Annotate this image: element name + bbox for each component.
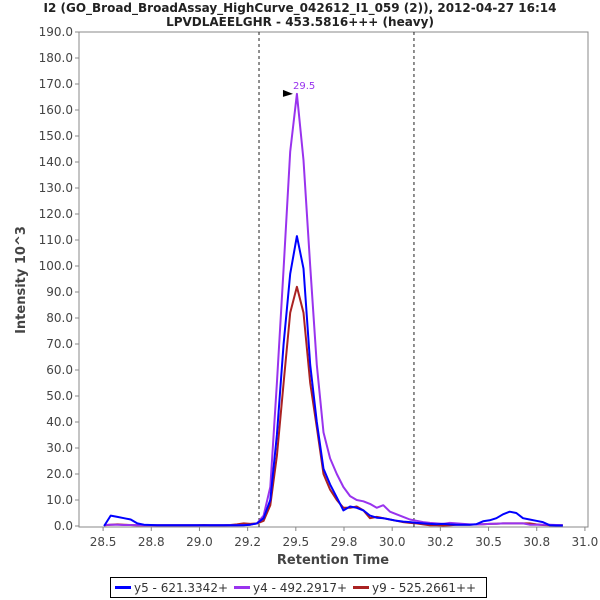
legend-item: y4 - 492.2917+ [234,581,347,595]
y-axis-label: Intensity 10^3 [14,226,29,334]
x-tick-label: 29.8 [331,535,358,549]
legend-swatch [115,586,131,589]
legend-label: y9 - 525.2661++ [372,580,477,595]
y-tick-label: 80.0 [46,311,73,325]
legend-label: y4 - 492.2917+ [253,580,348,595]
x-tick-label: 29.0 [186,535,213,549]
y-tick-label: 60.0 [46,363,73,377]
x-tick-label: 30.0 [379,535,406,549]
y-tick-label: 170.0 [39,77,73,91]
y-tick-label: 40.0 [46,415,73,429]
x-tick-label: 28.8 [138,535,165,549]
y-tick-label: 90.0 [46,285,73,299]
y-tick-label: 0.0 [54,519,73,533]
series-line-y5 [103,235,563,527]
y-tick-label: 160.0 [39,103,73,117]
legend-item: y5 - 621.3342+ [115,581,228,595]
x-tick-label: 31.0 [572,535,599,549]
y-tick-label: 130.0 [39,181,73,195]
x-tick-label: 29.5 [282,535,309,549]
y-tick-label: 180.0 [39,51,73,65]
x-tick-label: 30.2 [427,535,454,549]
plot-frame [78,31,589,528]
x-axis-label: Retention Time [277,553,389,568]
y-tick-label: 140.0 [39,155,73,169]
legend-label: y5 - 621.3342+ [134,580,229,595]
y-tick-label: 120.0 [39,207,73,221]
y-tick-label: 20.0 [46,467,73,481]
legend-item: y9 - 525.2661++ [353,581,476,595]
y-tick-label: 70.0 [46,337,73,351]
y-tick-label: 50.0 [46,389,73,403]
legend-swatch [234,586,251,589]
y-tick-label: 100.0 [39,259,73,273]
chart-title: I2 (GO_Broad_BroadAssay_HighCurve_042612… [43,1,557,15]
y-tick-label: 150.0 [39,129,73,143]
chart-subtitle: LPVDLAEELGHR - 453.5816+++ (heavy) [166,15,434,29]
peak-label: 29.5 [293,81,315,92]
legend: y5 - 621.3342+ y4 - 492.2917+ y9 - 525.266… [110,577,488,598]
x-tick-label: 28.5 [90,535,117,549]
y-tick-label: 110.0 [39,233,73,247]
y-tick-label: 190.0 [39,25,73,39]
peak-arrow-icon [282,89,293,97]
x-tick-label: 29.2 [234,535,261,549]
y-tick-label: 30.0 [46,441,73,455]
legend-swatch [353,586,370,589]
x-tick-label: 30.5 [475,535,502,549]
x-tick-label: 30.8 [523,535,550,549]
y-tick-label: 10.0 [46,493,73,507]
